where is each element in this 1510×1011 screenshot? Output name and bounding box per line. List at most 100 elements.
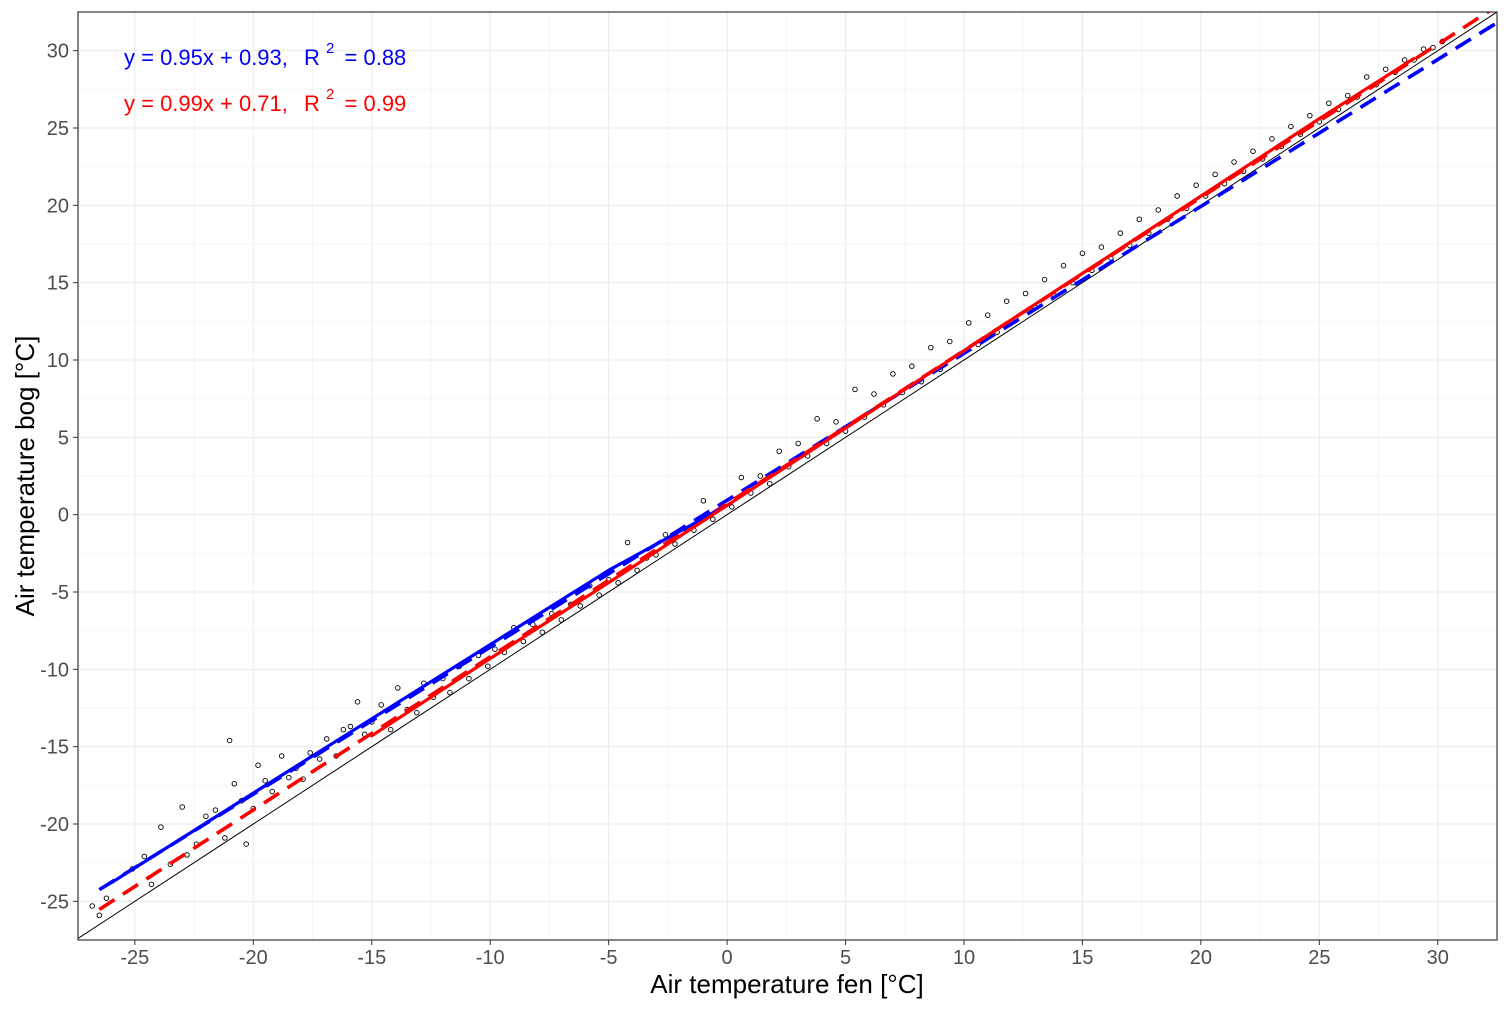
x-tick-label: 15 bbox=[1071, 947, 1093, 969]
data-point bbox=[577, 603, 583, 609]
data-point bbox=[414, 709, 420, 716]
reference-and-fit-lines bbox=[78, 12, 1497, 939]
fit-line bbox=[98, 21, 1497, 892]
y-tick-label: -25 bbox=[40, 891, 69, 913]
data-point bbox=[1079, 250, 1086, 257]
data-point bbox=[795, 440, 801, 447]
data-point bbox=[307, 750, 313, 756]
data-point bbox=[615, 579, 621, 586]
data-point bbox=[1174, 193, 1180, 199]
x-axis-title: Air temperature fen [°C] bbox=[650, 969, 923, 999]
x-tick-label: 10 bbox=[953, 947, 975, 969]
x-tick-label: 25 bbox=[1308, 947, 1330, 969]
data-point bbox=[700, 497, 707, 504]
data-point bbox=[1193, 182, 1199, 188]
equation-annotation-red: y = 0.99x + 0.71, R 2 = 0.99 bbox=[124, 79, 406, 116]
data-point bbox=[1003, 298, 1010, 304]
y-tick-label: -20 bbox=[40, 814, 69, 836]
trend-line bbox=[109, 503, 729, 885]
data-point bbox=[852, 386, 858, 393]
data-point bbox=[1430, 44, 1436, 51]
y-tick-label: 0 bbox=[58, 505, 69, 527]
data-point bbox=[662, 532, 669, 538]
data-point bbox=[871, 391, 877, 397]
equation-blue-r-sup: 2 bbox=[326, 40, 334, 57]
data-point bbox=[212, 807, 219, 813]
y-axis-ticks: -25 -20 -15 -10 -5 0 5 10 15 20 25 30 bbox=[40, 41, 78, 913]
minor-gridlines bbox=[78, 12, 1497, 940]
data-point bbox=[492, 646, 498, 652]
data-point bbox=[1231, 159, 1237, 165]
data-point bbox=[340, 726, 347, 733]
data-point bbox=[96, 912, 103, 919]
equation-annotation-blue: y = 0.95x + 0.93, R 2 = 0.88 bbox=[124, 33, 406, 70]
data-point bbox=[203, 813, 209, 820]
equation-blue-r-value: = 0.88 bbox=[345, 45, 407, 70]
data-point bbox=[1250, 148, 1256, 154]
x-tick-label: -10 bbox=[476, 947, 505, 969]
data-point bbox=[179, 804, 185, 810]
data-point bbox=[354, 699, 361, 705]
data-point bbox=[378, 702, 384, 708]
y-tick-label: 25 bbox=[47, 118, 69, 140]
x-tick-label: 5 bbox=[840, 947, 851, 969]
equation-red-r-value: = 0.99 bbox=[345, 91, 407, 116]
data-point bbox=[1060, 262, 1067, 269]
data-point bbox=[766, 480, 773, 487]
data-point bbox=[141, 853, 148, 860]
data-point bbox=[1345, 92, 1351, 99]
data-point bbox=[1269, 136, 1275, 142]
data-point bbox=[1155, 207, 1161, 213]
data-point bbox=[624, 539, 631, 546]
data-point bbox=[539, 629, 546, 635]
x-tick-label: -25 bbox=[120, 947, 149, 969]
data-point bbox=[222, 835, 228, 841]
data-point bbox=[466, 675, 472, 682]
y-tick-label: 30 bbox=[47, 41, 69, 63]
data-point bbox=[387, 726, 394, 733]
data-point bbox=[395, 685, 401, 691]
data-point bbox=[103, 895, 110, 901]
major-gridlines bbox=[78, 12, 1497, 940]
data-point bbox=[158, 824, 164, 830]
data-point bbox=[447, 689, 453, 696]
data-point bbox=[316, 756, 323, 762]
data-point bbox=[485, 663, 491, 669]
data-point bbox=[634, 567, 640, 574]
equation-blue-text: y = 0.95x + 0.93, bbox=[124, 45, 288, 70]
data-point bbox=[1401, 57, 1408, 63]
data-point bbox=[738, 474, 745, 481]
data-point bbox=[1098, 244, 1105, 250]
data-point bbox=[833, 419, 839, 425]
data-point bbox=[558, 617, 565, 623]
data-point bbox=[226, 737, 233, 744]
data-point bbox=[323, 736, 330, 742]
data-point bbox=[928, 344, 934, 351]
data-point bbox=[148, 881, 155, 888]
data-point bbox=[1136, 216, 1143, 223]
data-point bbox=[286, 774, 292, 781]
data-point bbox=[909, 363, 915, 369]
trend-line bbox=[370, 56, 1416, 738]
data-point bbox=[710, 516, 716, 523]
y-tick-label: -10 bbox=[40, 659, 69, 681]
data-point bbox=[1382, 66, 1389, 72]
data-point bbox=[1117, 230, 1124, 236]
data-point bbox=[520, 638, 527, 645]
data-point bbox=[269, 788, 276, 795]
data-point bbox=[1363, 74, 1370, 80]
data-point bbox=[1022, 290, 1029, 297]
equation-red-r: R bbox=[304, 91, 320, 116]
x-axis-ticks: -25 -20 -15 -10 -5 0 5 10 15 20 25 30 bbox=[120, 940, 1449, 969]
x-tick-label: -20 bbox=[239, 947, 268, 969]
y-tick-label: 10 bbox=[47, 350, 69, 372]
equation-red-text: y = 0.99x + 0.71, bbox=[124, 91, 288, 116]
data-point bbox=[1326, 100, 1332, 107]
data-point bbox=[1041, 276, 1048, 283]
y-tick-label: 5 bbox=[58, 427, 69, 449]
data-point bbox=[231, 781, 238, 787]
data-point bbox=[278, 753, 285, 759]
plot-border bbox=[77, 11, 1498, 941]
x-tick-label: 0 bbox=[722, 947, 733, 969]
data-point bbox=[947, 338, 953, 345]
